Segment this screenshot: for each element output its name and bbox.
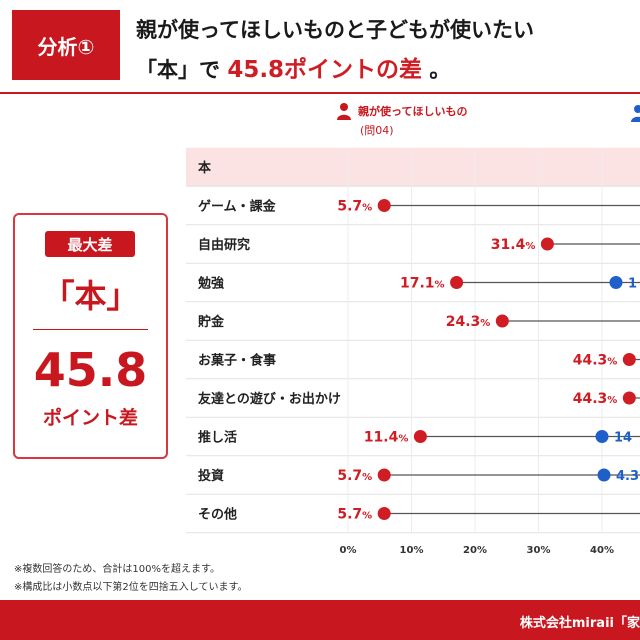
value-number: 31.4	[491, 237, 526, 253]
child-value-label: 4.3	[616, 469, 639, 484]
value-unit: %	[362, 203, 372, 214]
category-label: 本	[198, 160, 211, 176]
parent-value-label: 5.7%	[337, 468, 372, 484]
person-icon	[631, 105, 640, 122]
category-label: 友達との遊び・お出かけ	[198, 391, 341, 407]
category-label: 貯金	[198, 314, 225, 330]
parent-value-dot	[450, 276, 464, 289]
max-diff-tag: 最大差	[45, 231, 135, 257]
child-value-label: 14	[614, 431, 632, 446]
parent-value-dot	[413, 430, 427, 443]
parent-value-dot	[495, 314, 509, 328]
value-unit: %	[525, 241, 535, 252]
parent-value-label: 24.3%	[446, 314, 491, 330]
parent-value-dot	[622, 391, 636, 405]
max-diff-value: 45.8	[33, 343, 148, 397]
value-unit: %	[607, 357, 617, 368]
category-label: ゲーム・課金	[198, 199, 277, 215]
x-tick-label: 30%	[527, 545, 551, 556]
value-number: 44.3	[573, 353, 608, 369]
parent-value-dot	[377, 507, 391, 520]
max-diff-card: 最大差 「本」 45.8 ポイント差	[13, 213, 168, 459]
x-tick-label: 40%	[590, 545, 614, 556]
value-number: 5.7	[337, 468, 362, 484]
note-rounding: ※構成比は小数点以下第2位を四捨五入しています。	[14, 582, 248, 593]
category-label: 勉強	[197, 276, 224, 292]
value-unit: %	[362, 511, 372, 522]
headline-line-2: 「本」で 45.8ポイントの差 。	[136, 50, 450, 84]
category-label: 投資	[198, 468, 224, 484]
parent-value-label: 5.7%	[337, 507, 372, 523]
footer-credit: 株式会社miraii「家	[519, 616, 640, 631]
parent-value-dot	[377, 468, 391, 482]
child-value-dot	[609, 276, 623, 289]
legend-parent-sub: (問04)	[360, 124, 394, 137]
headline-line-1: 親が使ってほしいものと子どもが使いたい	[136, 18, 534, 42]
category-label: 推し活	[198, 430, 237, 446]
parent-value-label: 44.3%	[573, 353, 618, 369]
parent-value-label: 11.4%	[364, 430, 409, 446]
analysis-badge: 分析①	[12, 10, 120, 80]
parent-value-label: 31.4%	[491, 237, 536, 253]
value-unit: %	[362, 472, 372, 483]
legend-parent-label: 親が使ってほしいもの	[358, 105, 468, 118]
headline-prefix: 「本」で	[136, 58, 220, 82]
value-unit: %	[607, 395, 617, 406]
value-number: 5.7	[337, 507, 362, 523]
child-value-dot	[595, 430, 609, 443]
headline-suffix: 。	[429, 58, 451, 82]
value-number: 11.4	[364, 430, 399, 446]
value-number: 5.7	[337, 199, 362, 215]
parent-value-label: 5.7%	[337, 199, 372, 215]
header: 分析① 親が使ってほしいものと子どもが使いたい 「本」で 45.8ポイントの差 …	[0, 0, 640, 92]
note-multi-answer: ※複数回答のため、合計は100%を超えます。	[14, 564, 220, 575]
parent-value-dot	[622, 353, 636, 366]
value-unit: %	[480, 318, 490, 329]
child-value-dot	[597, 468, 611, 482]
parent-value-dot	[377, 199, 391, 212]
value-number: 24.3	[446, 314, 481, 330]
header-divider	[0, 92, 640, 94]
child-value-label: 1	[628, 277, 637, 292]
footer-bar: 株式会社miraii「家	[0, 600, 640, 640]
category-label: その他	[198, 507, 237, 523]
headline-highlight: 45.8ポイントの差	[227, 57, 423, 83]
value-number: 44.3	[573, 391, 608, 407]
legend-parent: 親が使ってほしいもの (問04)	[336, 102, 526, 138]
category-label: 自由研究	[198, 237, 250, 253]
value-number: 17.1	[400, 276, 435, 292]
parent-value-dot	[540, 237, 554, 251]
value-unit: %	[398, 434, 408, 445]
x-tick-label: 10%	[400, 545, 424, 556]
parent-value-label: 17.1%	[400, 276, 445, 292]
max-diff-item: 「本」	[42, 277, 139, 315]
category-label: お菓子・食事	[198, 353, 276, 369]
x-tick-label: 20%	[463, 545, 487, 556]
x-tick-label: 0%	[340, 545, 357, 556]
value-unit: %	[435, 280, 445, 291]
highlight-row-bg	[186, 147, 640, 187]
person-icon	[337, 103, 351, 120]
dot-chart: 0%10%20%30%40%本62.9%ゲーム・課金5.7%自由研究31.4%勉…	[186, 147, 640, 556]
max-diff-divider	[33, 329, 148, 330]
parent-value-label: 44.3%	[573, 391, 618, 407]
max-diff-unit: ポイント差	[42, 407, 138, 429]
